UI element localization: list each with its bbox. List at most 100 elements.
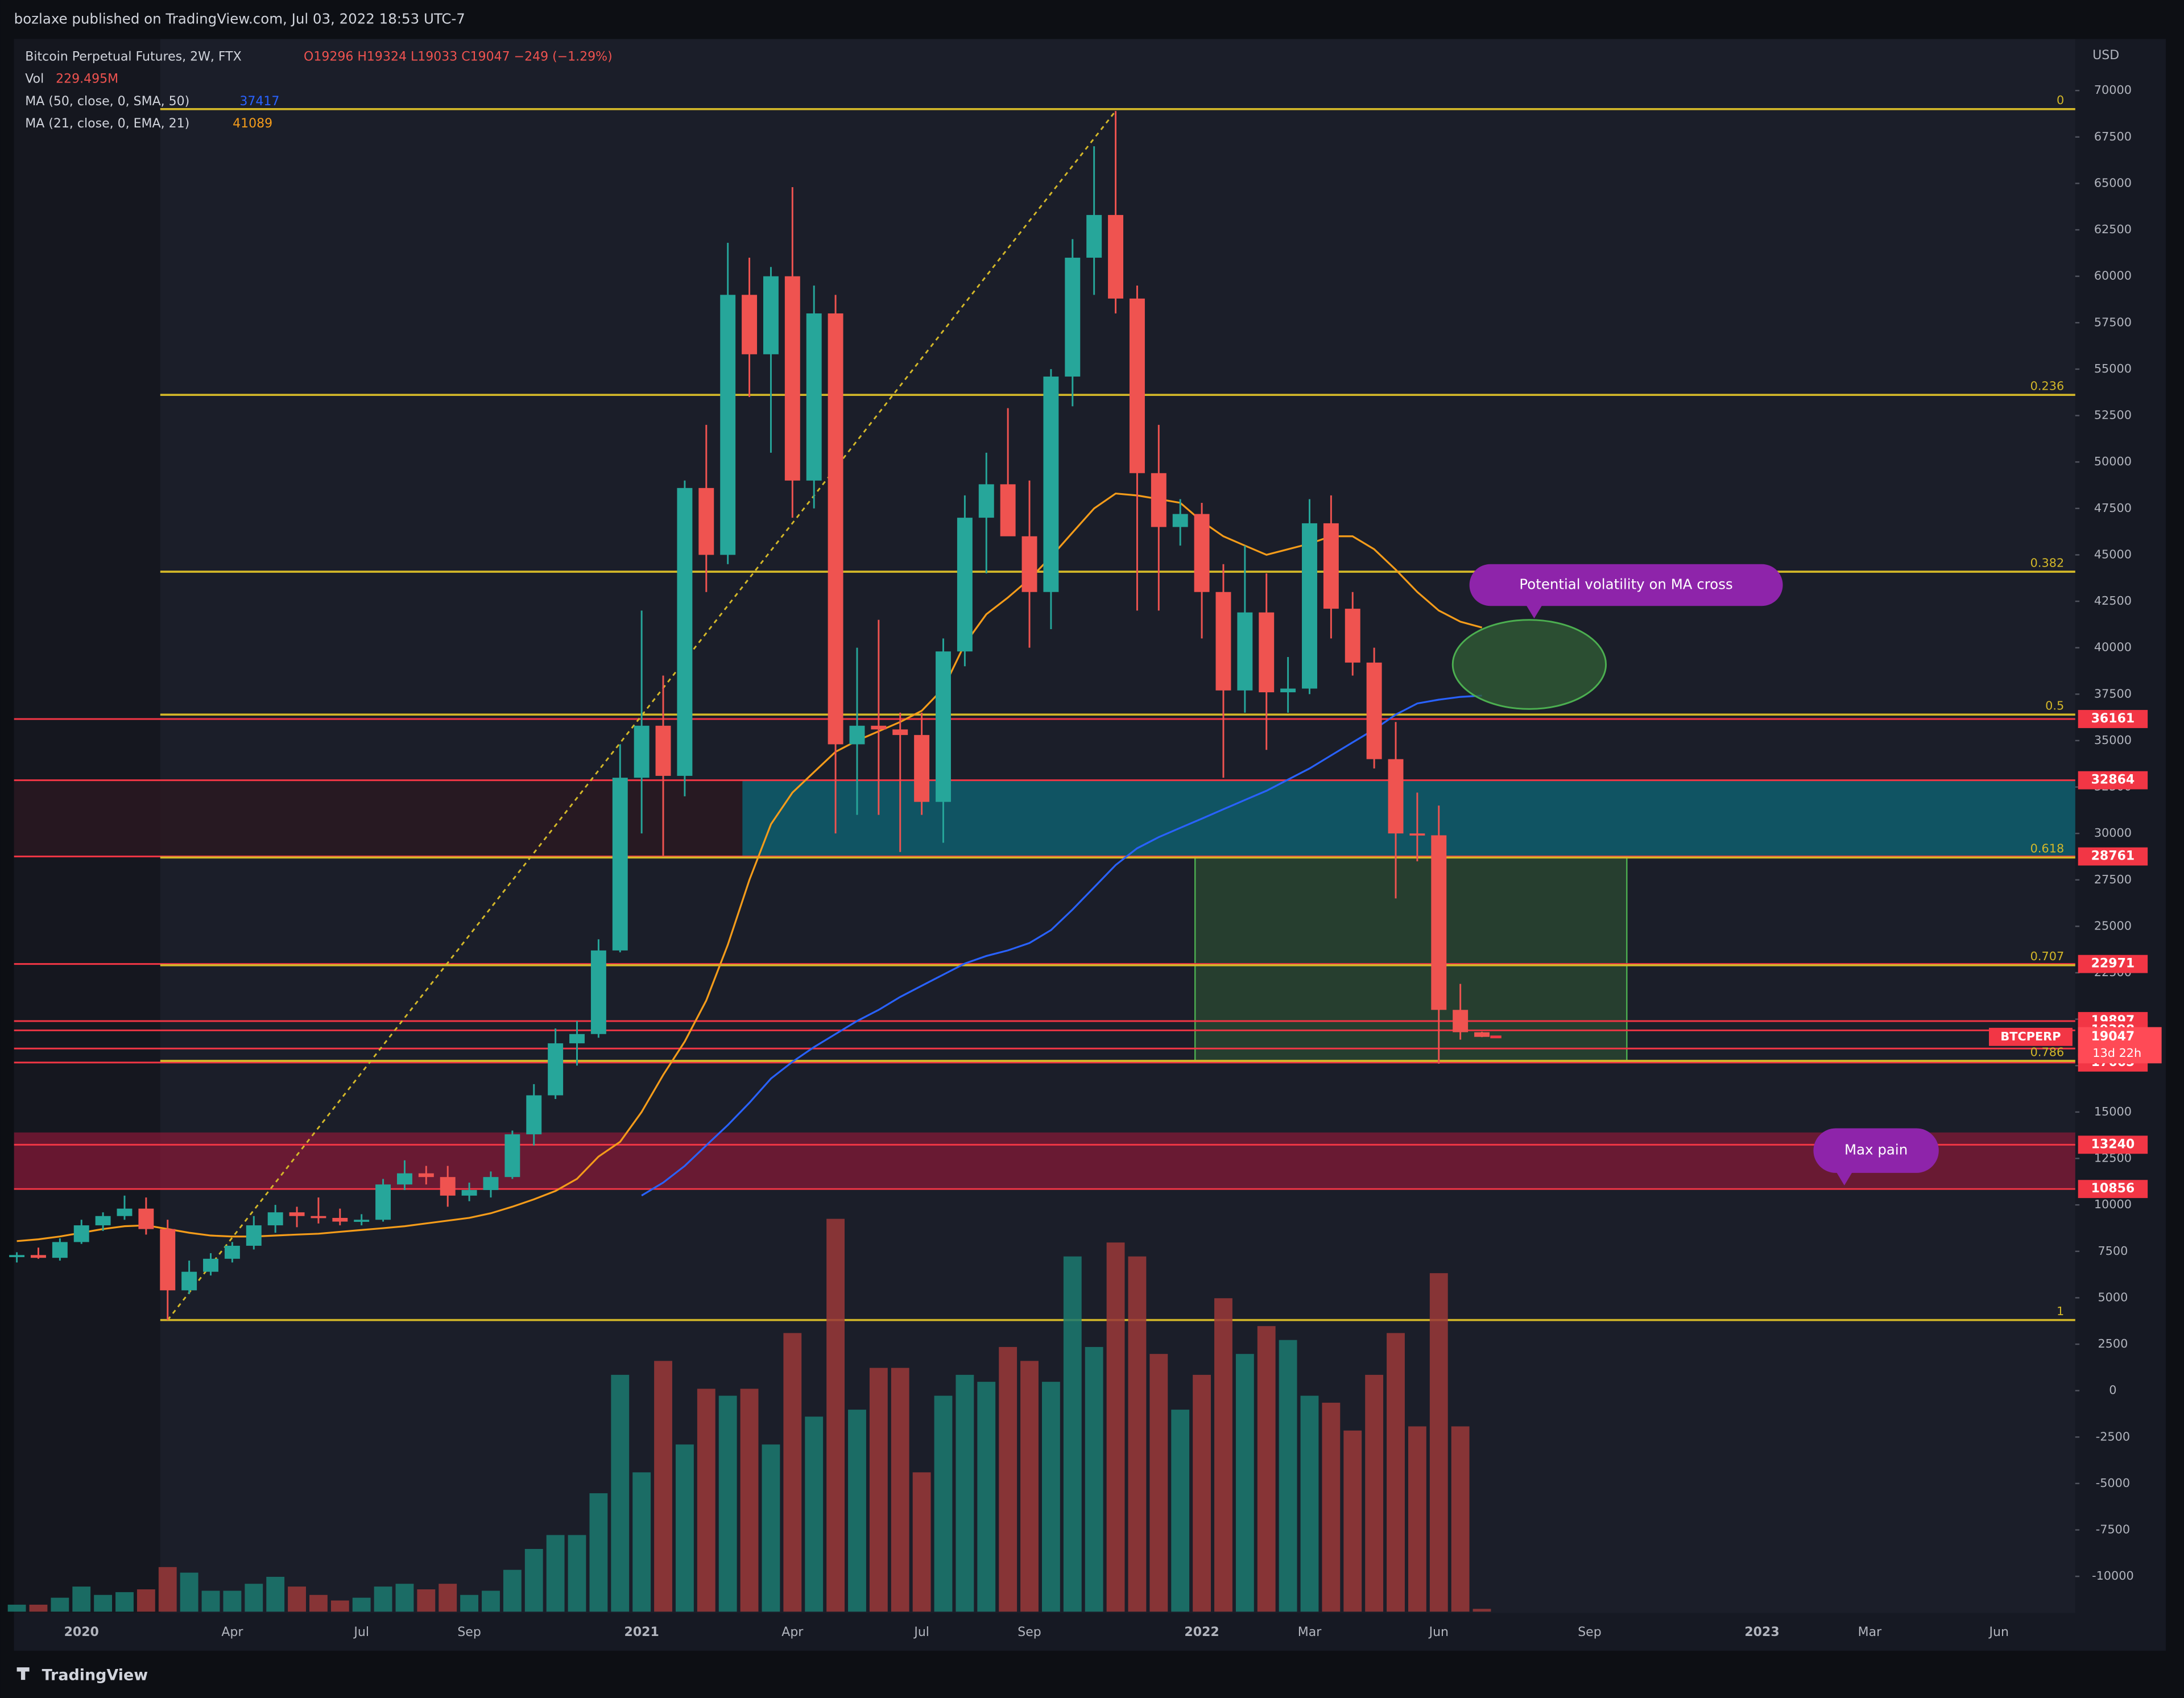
zone-left-shade bbox=[14, 780, 743, 857]
volume-bar bbox=[1063, 1256, 1082, 1612]
last-price-label: 19047 bbox=[2091, 1030, 2135, 1044]
volume-bar bbox=[288, 1587, 306, 1612]
volume-legend: Vol bbox=[25, 72, 44, 86]
candle-body bbox=[871, 725, 887, 730]
volume-bar bbox=[94, 1594, 113, 1612]
price-level-label: 22971 bbox=[2091, 957, 2135, 971]
fib-label: 0.5 bbox=[2045, 699, 2064, 713]
x-tick-label: 2020 bbox=[64, 1625, 99, 1639]
candle-body bbox=[806, 313, 822, 481]
candle-body bbox=[828, 313, 843, 745]
candle-body bbox=[1345, 609, 1360, 663]
volume-bar bbox=[503, 1569, 522, 1612]
last-price-tag bbox=[2078, 1027, 2162, 1064]
price-level-tag bbox=[2078, 847, 2148, 866]
candle-body bbox=[181, 1271, 197, 1291]
price-level-label: 28761 bbox=[2091, 849, 2135, 864]
volume-bar bbox=[439, 1584, 457, 1612]
volume-bar bbox=[977, 1382, 996, 1612]
price-level-tag bbox=[2078, 771, 2148, 790]
volume-bar bbox=[654, 1361, 672, 1612]
x-tick-label: 2023 bbox=[1744, 1625, 1779, 1639]
fib-label: 0.707 bbox=[2030, 949, 2065, 963]
countdown-label: 13d 22h bbox=[2092, 1046, 2141, 1060]
candle-body bbox=[1129, 298, 1145, 473]
candle-body bbox=[957, 518, 973, 652]
volume-bar bbox=[783, 1333, 802, 1612]
volume-bar bbox=[460, 1594, 479, 1612]
y-tick-label: -5000 bbox=[2096, 1476, 2130, 1490]
time-axis bbox=[14, 1613, 2166, 1651]
x-tick-label: Mar bbox=[1298, 1625, 1322, 1639]
fib-label: 0.382 bbox=[2030, 556, 2065, 569]
volume-bar bbox=[374, 1587, 392, 1612]
volume-value: 229.495M bbox=[56, 72, 118, 86]
x-tick-label: 2022 bbox=[1184, 1625, 1219, 1639]
candle-body bbox=[548, 1043, 564, 1096]
candle-body bbox=[203, 1258, 218, 1272]
volume-bar bbox=[1451, 1426, 1470, 1612]
volume-bar bbox=[697, 1389, 715, 1612]
candle-body bbox=[978, 484, 994, 518]
candle-body bbox=[1215, 592, 1231, 691]
candle-body bbox=[332, 1218, 348, 1222]
volume-bar bbox=[1128, 1256, 1147, 1612]
candle-body bbox=[936, 651, 951, 802]
callout-text: Max pain bbox=[1844, 1142, 1908, 1158]
volume-bar bbox=[524, 1548, 543, 1612]
volume-bar bbox=[1041, 1382, 1060, 1612]
candle-body bbox=[1043, 376, 1059, 592]
y-tick-label: 50000 bbox=[2094, 455, 2132, 468]
candle-body bbox=[1194, 514, 1210, 592]
volume-bar bbox=[158, 1567, 177, 1612]
volume-bar bbox=[352, 1597, 371, 1612]
volume-bar bbox=[956, 1374, 974, 1612]
y-tick-label: 30000 bbox=[2094, 826, 2132, 840]
volume-bar bbox=[611, 1374, 630, 1612]
fib-label: 1 bbox=[2057, 1304, 2064, 1318]
callout-tail bbox=[1525, 604, 1543, 619]
candle-body bbox=[138, 1208, 154, 1229]
volume-bar bbox=[999, 1346, 1017, 1612]
y-tick-label: 0 bbox=[2109, 1383, 2116, 1397]
y-tick-label: 47500 bbox=[2094, 501, 2132, 515]
callout-text: Potential volatility on MA cross bbox=[1519, 576, 1732, 592]
candle-body bbox=[461, 1190, 477, 1196]
y-tick-label: -2500 bbox=[2096, 1430, 2130, 1443]
volume-bar bbox=[1257, 1326, 1276, 1612]
y-tick-label: 70000 bbox=[2094, 83, 2132, 97]
candle-body bbox=[1021, 536, 1037, 592]
fib-label: 0.618 bbox=[2030, 842, 2065, 856]
volume-bar bbox=[740, 1389, 759, 1612]
candle-body bbox=[569, 1034, 585, 1044]
candle-body bbox=[1302, 523, 1317, 689]
volume-bar bbox=[417, 1589, 436, 1612]
candle-body bbox=[52, 1242, 68, 1258]
candle-body bbox=[73, 1225, 89, 1242]
y-tick-label: 42500 bbox=[2094, 594, 2132, 608]
volume-bar bbox=[1365, 1374, 1384, 1612]
callout-tail bbox=[1836, 1171, 1853, 1185]
volume-bar bbox=[1193, 1374, 1211, 1612]
volume-bar bbox=[1235, 1354, 1254, 1612]
y-tick-label: 7500 bbox=[2098, 1244, 2128, 1258]
candle-body bbox=[375, 1184, 391, 1220]
x-tick-label: Sep bbox=[1017, 1625, 1041, 1639]
candle-body bbox=[590, 950, 606, 1034]
layer-axis: 3616132864287612297119897193981842017665… bbox=[64, 710, 2162, 1639]
candle-body bbox=[1388, 759, 1404, 834]
y-tick-label: 15000 bbox=[2094, 1105, 2132, 1118]
y-tick-label: 55000 bbox=[2094, 362, 2132, 375]
candle-body bbox=[892, 729, 908, 736]
candle-body bbox=[9, 1255, 25, 1257]
zone bbox=[14, 1132, 2075, 1189]
ma50-value: 37417 bbox=[239, 94, 279, 109]
moving-average bbox=[641, 695, 1482, 1197]
price-level-tag bbox=[2078, 1135, 2148, 1154]
target-box bbox=[1194, 856, 1628, 1062]
candle-body bbox=[418, 1173, 434, 1178]
candle-body bbox=[914, 735, 930, 802]
candle-body bbox=[655, 725, 671, 776]
